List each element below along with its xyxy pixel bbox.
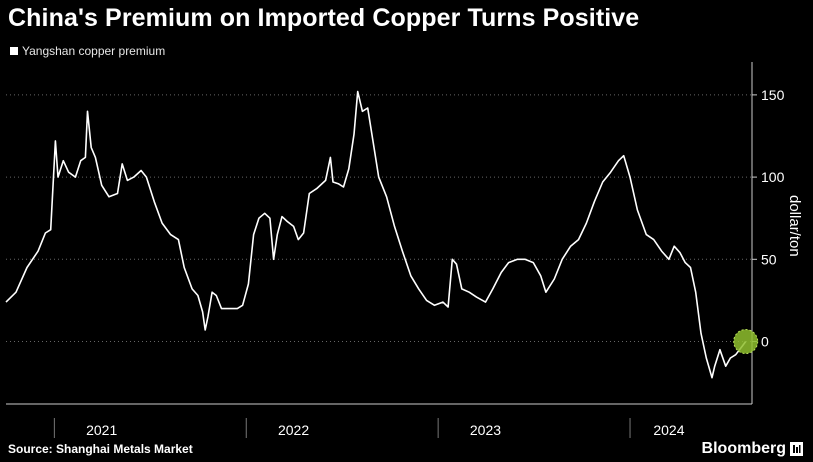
legend-swatch — [10, 47, 18, 55]
x-tick-label: 2024 — [653, 422, 684, 438]
y-tick-label: 150 — [761, 87, 785, 103]
x-axis: 2021 2022 2023 2024 — [6, 403, 752, 438]
x-tick-label: 2021 — [86, 422, 117, 438]
bloomberg-terminal-icon — [790, 442, 803, 456]
y-axis: 0 50 100 150 — [751, 62, 785, 404]
bloomberg-logo: Bloomberg — [702, 440, 803, 458]
brand-name: Bloomberg — [701, 440, 786, 457]
y-axis-label: dollar/ton — [786, 195, 803, 257]
premium-series-line — [5, 90, 747, 379]
x-tick-label: 2022 — [278, 422, 309, 438]
legend-label: Yangshan copper premium — [22, 44, 166, 58]
latest-value-marker — [733, 329, 759, 355]
x-tick-label: 2023 — [470, 422, 501, 438]
chart-title: China's Premium on Imported Copper Turns… — [8, 4, 640, 32]
source-note: Source: Shanghai Metals Market — [8, 442, 193, 456]
y-tick-label: 0 — [761, 334, 769, 350]
y-tick-label: 100 — [761, 169, 785, 185]
y-tick-label: 50 — [761, 251, 777, 267]
legend: Yangshan copper premium — [10, 44, 165, 58]
